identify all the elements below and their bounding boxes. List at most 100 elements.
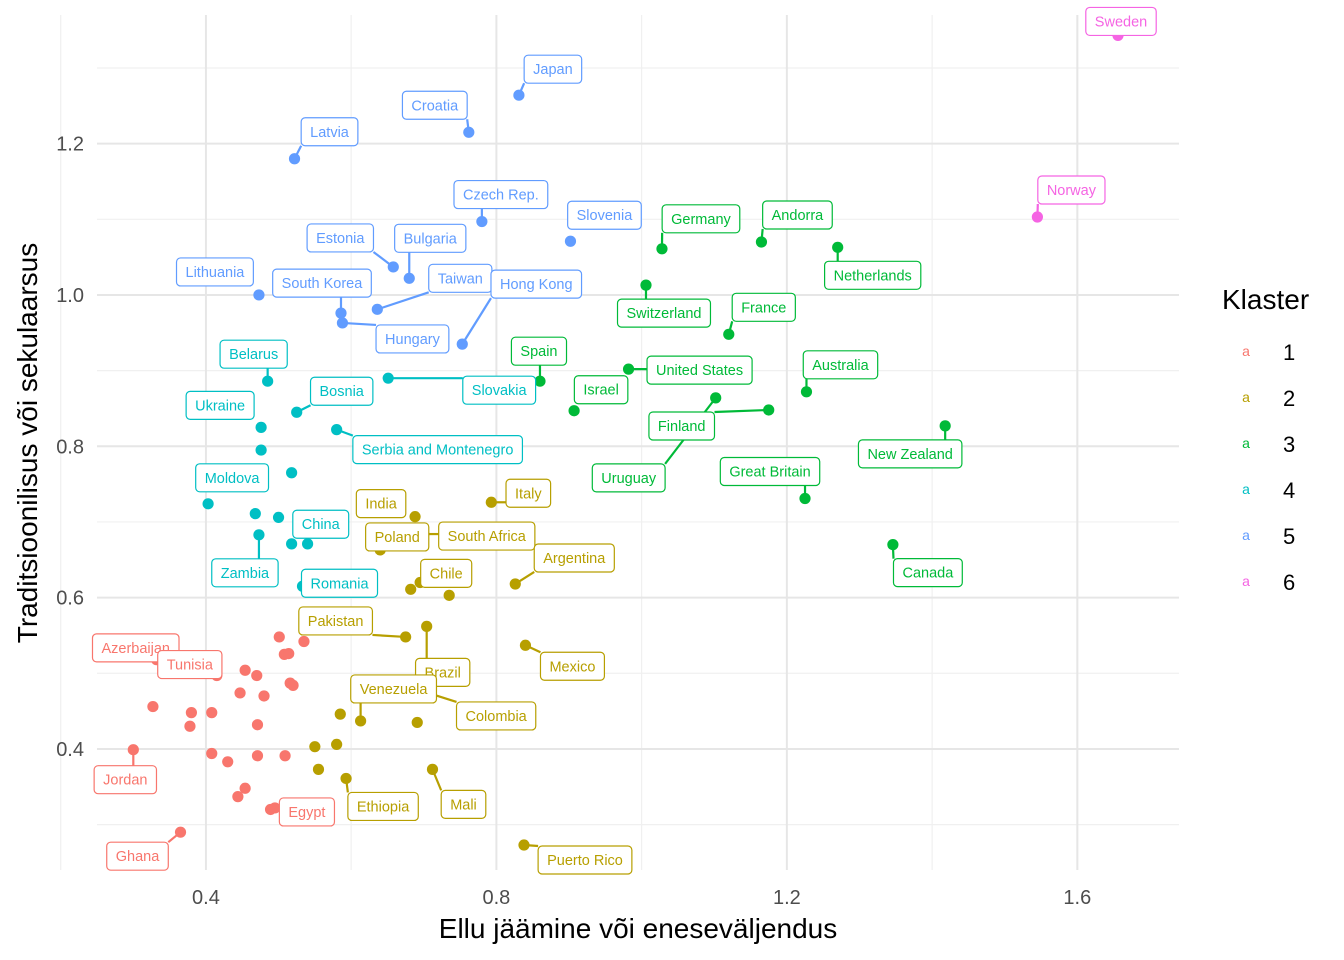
label-box [106,841,169,871]
label-text: Netherlands [834,268,912,284]
label-box [533,543,615,573]
label-text: Lithuania [186,265,246,281]
label-south-africa: South Africa [438,521,536,551]
label-norway: Norway [1037,175,1106,205]
point-great-britain [799,492,811,505]
connector-taiwan [376,291,430,311]
label-taiwan: Taiwan [428,263,493,293]
point-labels: Azerbaijan Jordan Ghana Egypt Tunisia Italy In… [91,6,1157,875]
label-box [1085,6,1157,37]
label-text: Puerto Rico [547,853,623,869]
point-switzerland [640,279,652,291]
point-cluster-1 [279,750,291,762]
label-israel: Israel [573,375,629,405]
label-lithuania: Lithuania [175,257,254,287]
label-canada: Canada [892,558,963,588]
point-cluster-1 [147,700,159,713]
point-mali [426,763,439,775]
point-norway [1031,211,1043,223]
legend-key-6: a [1242,573,1250,589]
label-text: Argentina [543,551,606,567]
x-axis-ticks: 0.4 0.8 1.2 1.6 [192,887,1091,909]
point-united-states [622,363,635,375]
legend-title: Klaster [1222,284,1309,315]
label-text: Taiwan [438,271,483,287]
point-chile [443,589,455,601]
label-box [306,223,375,253]
label-text: Bosnia [320,384,365,400]
label-sweden: Sweden [1085,6,1157,37]
label-uruguay: Uruguay [591,463,666,493]
label-text: Italy [515,486,542,502]
point-jordan [127,744,139,756]
x-tick-label: 0.4 [192,887,220,909]
point-cluster-1 [222,756,234,768]
x-axis-title: Ellu jäämine või eneseväljendus [439,913,837,944]
point-cluster-4 [272,511,285,524]
label-box [490,269,583,299]
label-text: Zambia [221,566,270,582]
label-text: Pakistan [308,614,364,630]
label-box [278,797,336,827]
point-israel [568,405,580,417]
label-box [892,558,963,588]
point-zambia [253,529,265,541]
label-box [157,649,223,680]
label-text: Bulgaria [404,231,458,247]
label-croatia: Croatia [401,90,468,120]
label-box [401,90,468,120]
point-cluster-4 [301,538,314,550]
point-cluster-1 [287,679,299,691]
connector-hungary [342,321,377,327]
point-serbia-and-montenegro [331,424,343,436]
point-czech-rep [476,215,488,228]
label-india: India [355,489,407,519]
legend: Klaster a 1 a 2 a 3 a 4 a 5 a 6 [1222,284,1309,595]
label-text: Ghana [116,849,160,865]
label-box [646,355,753,385]
point-australia [800,386,813,398]
point-south-korea [335,307,347,319]
label-ukraine: Ukraine [185,390,255,420]
label-text: South Africa [448,529,527,545]
label-great-britain: Great Britain [719,456,821,487]
label-france: France [731,292,796,322]
label-moldova: Moldova [195,463,270,493]
label-box [309,376,374,406]
point-uruguay [710,392,722,404]
label-text: Estonia [316,231,365,247]
label-box [300,568,379,598]
label-netherlands: Netherlands [824,260,922,290]
label-text: Great Britain [729,464,810,480]
label-box [661,204,741,234]
label-poland: Poland [365,522,430,552]
legend-label-6: 6 [1283,570,1295,595]
label-box [298,606,374,636]
point-ukraine [255,421,267,433]
y-tick-label: 0.4 [56,739,84,761]
label-colombia: Colombia [455,701,537,731]
label-argentina: Argentina [533,543,615,573]
label-box [375,324,450,354]
point-taiwan [371,303,383,315]
label-text: New Zealand [867,447,952,463]
label-bulgaria: Bulgaria [394,223,467,253]
label-venezuela: Venezuela [350,674,438,704]
legend-label-1: 1 [1283,340,1295,365]
label-box [195,463,270,493]
y-tick-label: 1.0 [56,285,84,307]
label-box [219,339,288,369]
label-bosnia: Bosnia [309,376,374,406]
point-cluster-4 [286,538,298,550]
point-cluster-1 [206,707,218,719]
label-box [802,350,879,380]
label-box [350,674,438,704]
point-cluster-1 [251,669,263,682]
point-italy [485,496,497,508]
label-text: Hungary [385,332,441,348]
label-text: Egypt [288,805,325,821]
point-bulgaria [403,272,415,284]
point-andorra [755,236,768,248]
point-cluster-2 [334,708,346,720]
